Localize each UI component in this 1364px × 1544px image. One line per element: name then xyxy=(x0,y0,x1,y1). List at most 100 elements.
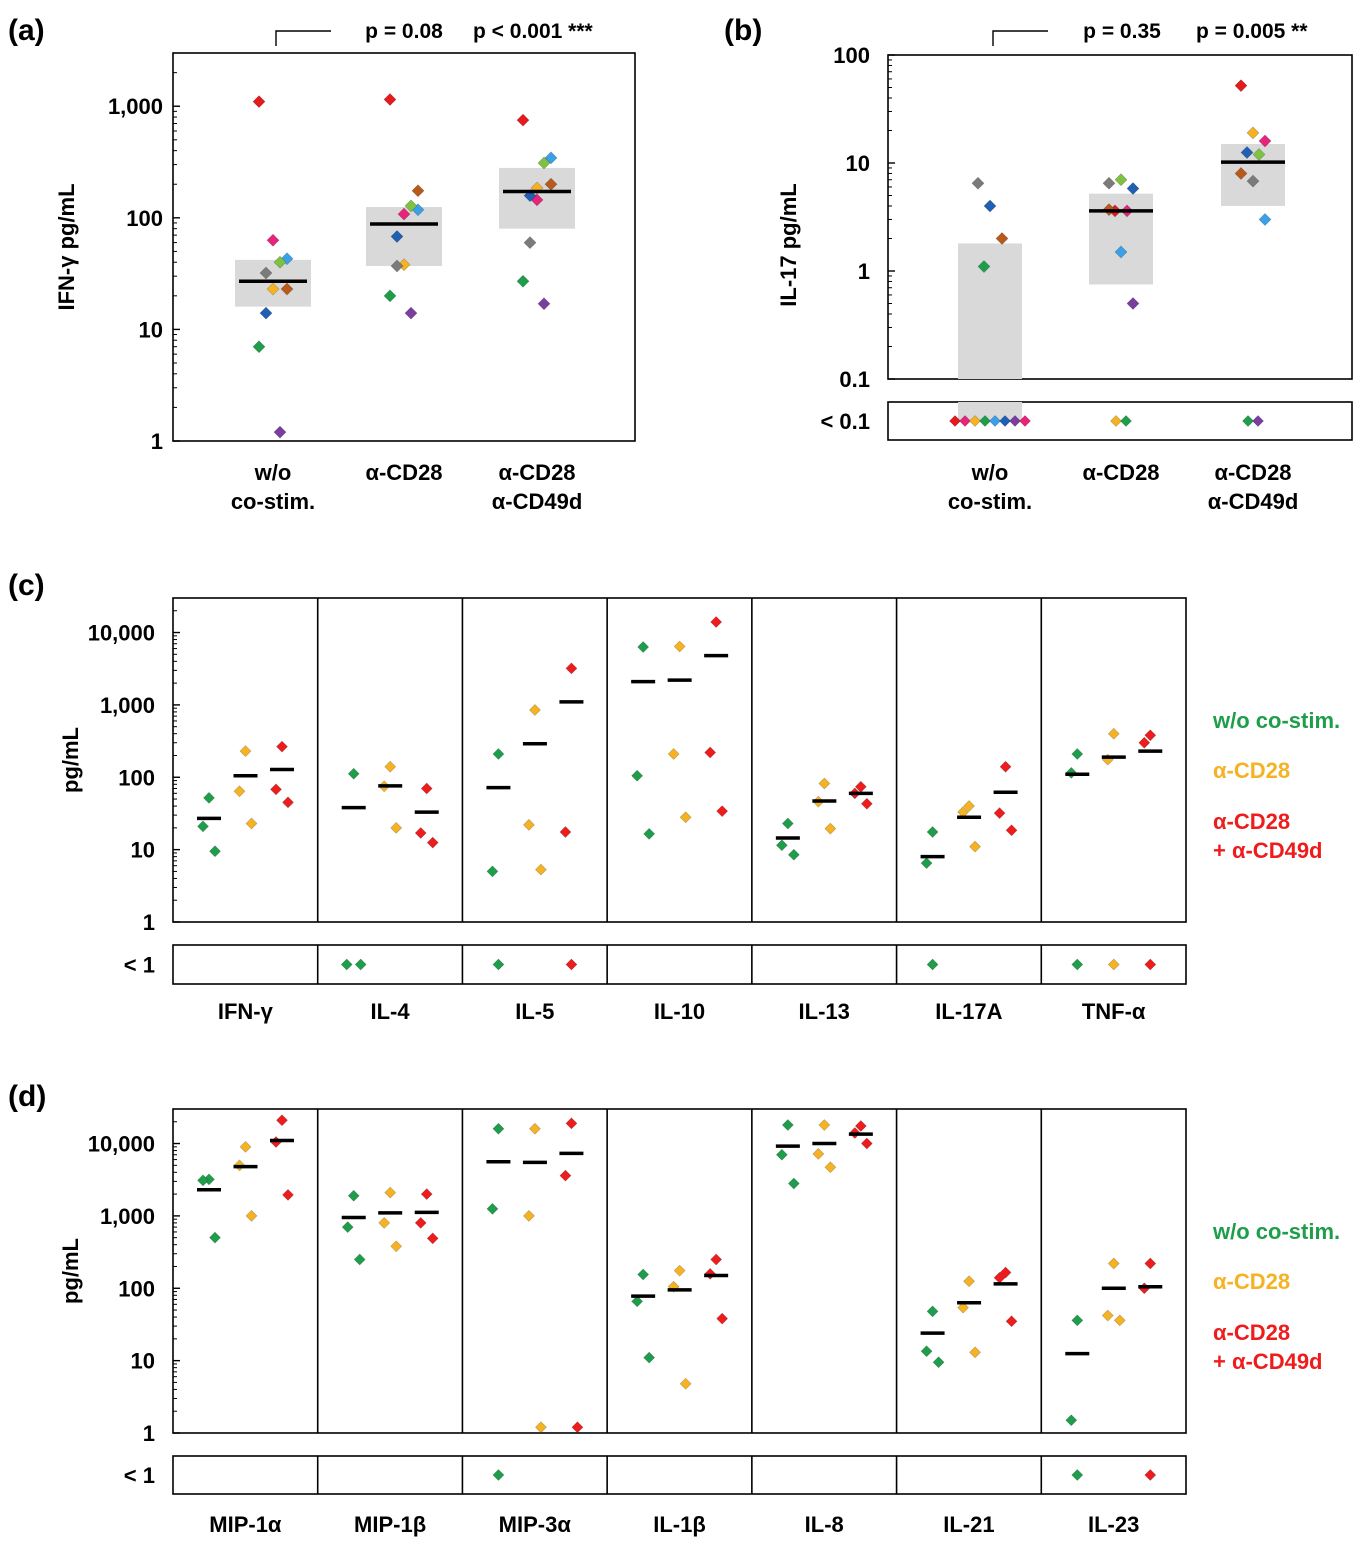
data-point xyxy=(1065,1414,1078,1427)
x-category-label: co-stim. xyxy=(948,489,1032,514)
data-point xyxy=(411,184,425,198)
data-point xyxy=(824,822,837,835)
data-point xyxy=(239,1140,252,1153)
below-threshold-point xyxy=(1009,415,1021,427)
below-threshold-point xyxy=(1071,1469,1084,1481)
panel-b-below-frame xyxy=(887,401,1353,441)
data-point xyxy=(787,848,800,861)
y-tick-label: 0.1 xyxy=(839,367,870,392)
panel-a-frame xyxy=(172,52,636,442)
below-threshold-point xyxy=(1110,415,1122,427)
y-tick-label: 100 xyxy=(118,765,155,790)
data-point xyxy=(492,748,505,760)
below-threshold-point xyxy=(1144,1469,1157,1481)
data-point xyxy=(775,839,788,852)
cytokine-label: IL-13 xyxy=(799,999,850,1024)
below-threshold-point xyxy=(1242,415,1254,427)
below-threshold-point xyxy=(1120,415,1132,427)
data-point xyxy=(276,740,288,753)
data-point xyxy=(537,156,551,170)
data-point xyxy=(209,1231,221,1244)
data-point xyxy=(353,1253,366,1266)
data-point xyxy=(1114,173,1128,187)
cytokine-label: IL-17A xyxy=(935,999,1002,1024)
p-value-label: p = 0.35 xyxy=(1083,20,1161,43)
data-point xyxy=(239,745,252,758)
data-point xyxy=(523,236,537,250)
below-threshold-point xyxy=(565,958,578,971)
data-point xyxy=(270,783,282,796)
data-point xyxy=(1101,1309,1114,1322)
data-point xyxy=(631,1295,644,1308)
data-point xyxy=(347,767,360,780)
data-point xyxy=(276,1114,288,1127)
below-threshold-point xyxy=(354,958,367,971)
data-point xyxy=(1102,176,1116,190)
iqr-box xyxy=(1089,193,1153,285)
data-point xyxy=(259,306,273,320)
below-threshold-point xyxy=(1252,415,1264,427)
data-point xyxy=(673,640,686,653)
data-point xyxy=(1258,213,1272,226)
x-category-label: α-CD49d xyxy=(492,489,583,514)
data-point xyxy=(1234,79,1248,93)
data-point xyxy=(565,1117,578,1130)
data-point xyxy=(1246,174,1260,188)
data-point xyxy=(860,797,873,810)
p-value-label: p < 0.001 *** xyxy=(473,20,593,43)
y-axis-title: pg/mL xyxy=(58,1238,83,1304)
data-point xyxy=(1246,126,1260,140)
data-point xyxy=(1114,245,1128,259)
cytokine-label: IL-23 xyxy=(1088,1512,1139,1537)
legend-entry: α-CD28 xyxy=(1213,758,1290,783)
data-point xyxy=(1258,134,1272,148)
p-value-label: p = 0.08 xyxy=(365,20,443,43)
data-point xyxy=(280,282,294,296)
below-frame xyxy=(172,944,1187,985)
p-value-label: p = 0.005 ** xyxy=(1196,20,1308,43)
data-point xyxy=(252,95,266,109)
data-point xyxy=(787,1177,800,1190)
data-point xyxy=(390,821,403,834)
data-point xyxy=(983,199,997,213)
data-point xyxy=(282,1188,294,1201)
x-category-label: α-CD28 xyxy=(1214,460,1291,485)
data-point xyxy=(920,1345,933,1358)
y-tick-label: 10 xyxy=(139,317,163,342)
data-point xyxy=(571,1421,584,1434)
cytokine-label: IFN-γ xyxy=(218,999,274,1024)
data-point xyxy=(347,1189,360,1202)
below-threshold-point xyxy=(1144,958,1157,971)
data-point xyxy=(1126,182,1140,195)
data-point xyxy=(977,260,991,273)
cytokine-label: IL-21 xyxy=(943,1512,994,1537)
cytokine-label: MIP-3α xyxy=(499,1512,572,1537)
data-point xyxy=(926,826,939,838)
data-point xyxy=(390,1240,403,1253)
data-point xyxy=(535,863,547,876)
data-point xyxy=(673,1264,686,1277)
data-point xyxy=(679,1377,692,1390)
below-threshold-point xyxy=(1071,958,1084,971)
legend-entry: w/o co-stim. xyxy=(1212,1219,1340,1244)
panel-label-b: (b) xyxy=(724,14,762,47)
below-threshold-point xyxy=(949,415,961,427)
data-point xyxy=(529,1122,541,1135)
data-point xyxy=(259,266,273,280)
data-point xyxy=(631,769,644,782)
y-tick-label: 1 xyxy=(143,910,155,935)
data-point xyxy=(824,1161,837,1174)
y-tick-label: 100 xyxy=(118,1276,155,1301)
y-tick-label: 10 xyxy=(846,151,870,176)
data-point xyxy=(245,1209,258,1222)
data-point xyxy=(1113,1314,1126,1327)
x-category-label: α-CD28 xyxy=(365,460,442,485)
data-point xyxy=(523,189,537,203)
y-axis-title: IL-17 pg/mL xyxy=(776,183,801,306)
data-point xyxy=(486,1202,499,1215)
data-point xyxy=(245,817,258,830)
data-point xyxy=(1005,824,1018,837)
below-threshold-label: < 0.1 xyxy=(820,409,870,434)
data-point xyxy=(1107,727,1120,740)
